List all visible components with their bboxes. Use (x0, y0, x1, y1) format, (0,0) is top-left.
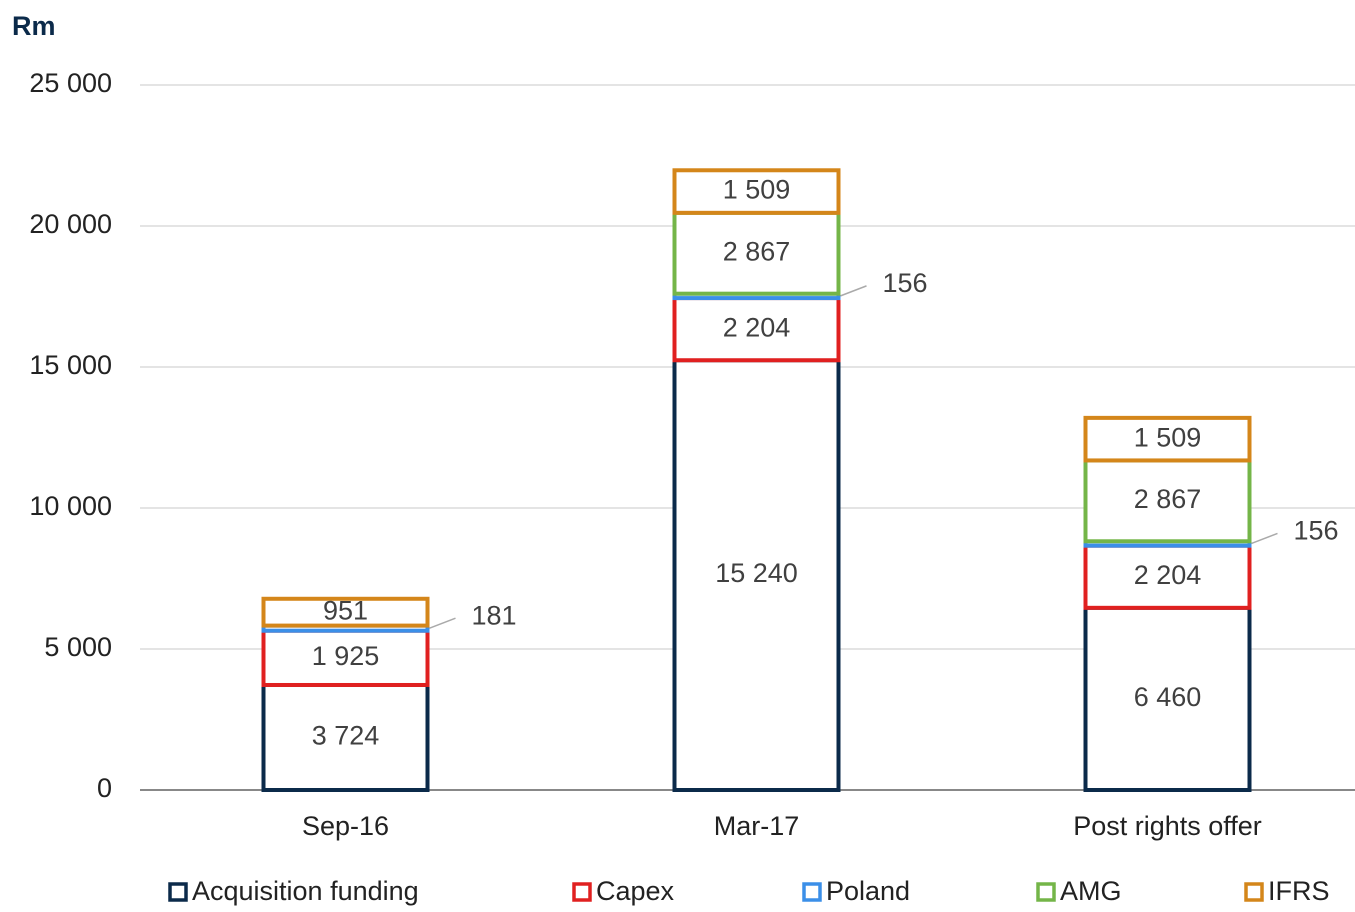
value-label: 1 509 (723, 175, 791, 205)
y-tick-label: 0 (97, 773, 112, 803)
bar-segment (1083, 458, 1252, 544)
value-label: 156 (1294, 516, 1339, 546)
y-tick-label: 10 000 (29, 491, 112, 521)
chart-title: Rm (12, 11, 56, 41)
value-label: 6 460 (1134, 682, 1202, 712)
legend-label: Poland (826, 876, 910, 906)
value-label: 2 867 (1134, 484, 1202, 514)
legend-label: IFRS (1268, 876, 1330, 906)
legend-swatch (572, 882, 592, 902)
y-tick-label: 25 000 (29, 68, 112, 98)
legend-swatch (802, 882, 822, 902)
bar-segment (1083, 415, 1252, 463)
bar-segment (672, 168, 841, 215)
y-tick-label: 5 000 (44, 632, 112, 662)
leader-line (840, 285, 867, 297)
legend-label: Acquisition funding (192, 876, 419, 906)
value-label: 2 867 (723, 236, 791, 266)
y-tick-label: 20 000 (29, 209, 112, 239)
legend-swatch (1036, 882, 1056, 902)
bar-segment (1083, 605, 1252, 792)
legend-label: AMG (1060, 876, 1122, 906)
x-tick-label: Sep-16 (302, 811, 389, 841)
leader-line (1251, 532, 1278, 545)
value-label: 2 204 (723, 312, 791, 342)
value-label: 3 724 (312, 721, 380, 751)
value-label: 951 (323, 595, 368, 625)
value-label: 156 (883, 268, 928, 298)
leader-line (429, 617, 456, 629)
value-label: 1 509 (1134, 422, 1202, 452)
legend-label: Capex (596, 876, 675, 906)
bar-segment (261, 596, 430, 628)
value-label: 1 925 (312, 641, 380, 671)
legend-swatch (168, 882, 188, 902)
bar-segment (261, 628, 430, 687)
legend-swatch (1244, 882, 1264, 902)
value-label: 15 240 (715, 558, 798, 588)
y-tick-label: 15 000 (29, 350, 112, 380)
bar-segment (1083, 543, 1252, 610)
value-label: 2 204 (1134, 560, 1202, 590)
x-tick-label: Post rights offer (1073, 811, 1262, 841)
x-tick-label: Mar-17 (714, 811, 800, 841)
value-label: 181 (472, 600, 517, 630)
